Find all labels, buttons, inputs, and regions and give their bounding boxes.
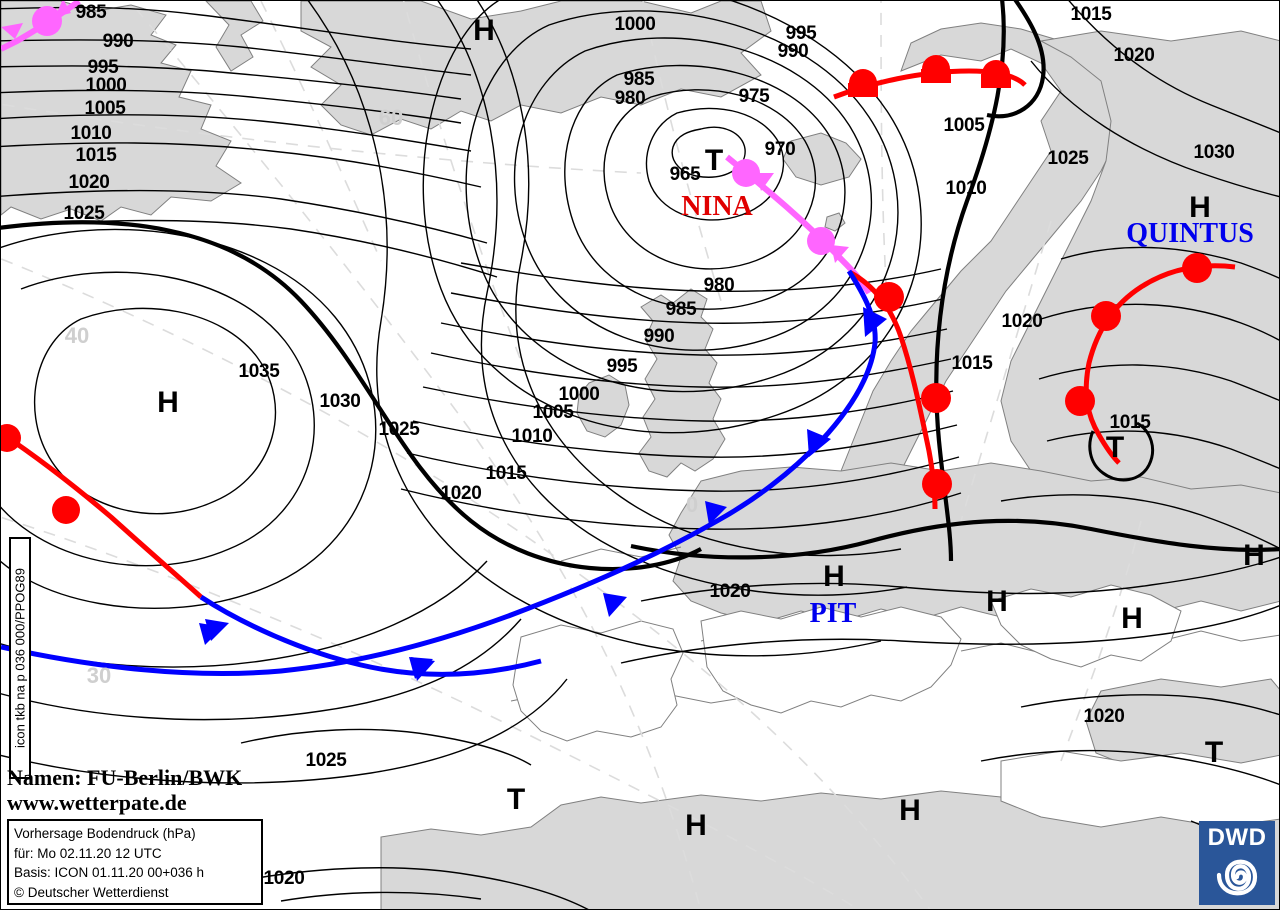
isobar-label: 1015 [1109, 412, 1151, 433]
dwd-logo: DWD [1199, 821, 1275, 905]
isobar-label: 990 [102, 31, 134, 52]
isobar-label: 995 [606, 356, 638, 377]
isobar-label: 1025 [63, 203, 105, 224]
isobar-label: 1000 [85, 75, 127, 96]
isobar-label: 1020 [709, 581, 751, 602]
graticule-label: 40 [64, 323, 90, 348]
isobar-label: 1030 [319, 391, 361, 412]
isobar-label: 1020 [1113, 45, 1155, 66]
low-pressure-symbol: T [704, 144, 724, 177]
isobar-label: 1030 [1193, 142, 1235, 163]
high-pressure-symbol: H [1121, 602, 1143, 635]
warm-front-atlantic-north [833, 55, 1027, 100]
low-pressure-symbol: T [1204, 736, 1224, 769]
isobar-label: 980 [614, 88, 646, 109]
high-pressure-symbol: H [473, 14, 495, 47]
isobar-label: 1015 [485, 463, 527, 484]
isobar-label: 1005 [84, 98, 126, 119]
isobar-label: 1025 [378, 419, 420, 440]
cold-front-atlantic [1, 269, 887, 679]
graticule-label: 60 [378, 105, 404, 130]
isobar-label: 985 [665, 299, 697, 320]
isobar-label: 1015 [75, 145, 117, 166]
legend-valid-time: für: Mo 02.11.20 12 UTC [14, 845, 162, 861]
credits-names: Namen: FU-Berlin/BWK [7, 765, 243, 790]
isobar-label: 1010 [511, 426, 553, 447]
isobar-label: 1020 [440, 483, 482, 504]
product-code-box: icon tkb na p 036 000/PPOG89 [9, 537, 31, 779]
isobar-label: 980 [703, 275, 735, 296]
legend-box: Vorhersage Bodendruck (hPa) für: Mo 02.1… [7, 819, 263, 905]
isobar-label: 990 [777, 41, 809, 62]
legend-copyright: © Deutscher Wetterdienst [14, 884, 169, 900]
low-ring-blacksea [1088, 421, 1154, 482]
isobar-label: 985 [75, 2, 107, 23]
isobar-label: 1020 [1001, 311, 1043, 332]
storm-name-label: NINA [681, 191, 753, 222]
isobar-label: 1025 [305, 750, 347, 771]
isobar-label: 1015 [1070, 4, 1112, 25]
graticule-label: 30 [86, 663, 112, 688]
storm-name-label: QUINTUS [1126, 218, 1254, 249]
isobar-label: 1025 [1047, 148, 1089, 169]
isobar-label: 995 [785, 23, 817, 44]
credits-website: www.wetterpate.de [7, 790, 187, 816]
isobar-label: 1005 [943, 115, 985, 136]
high-pressure-symbol: H [1243, 539, 1265, 572]
low-pressure-symbol: T [506, 783, 526, 816]
isobar-label: 1035 [238, 361, 280, 382]
dwd-logo-text: DWD [1207, 824, 1267, 851]
product-code-text: icon tkb na p 036 000/PPOG89 [12, 568, 28, 748]
high-pressure-symbol: H [1189, 191, 1211, 224]
high-pressure-symbol: H [157, 386, 179, 419]
dwd-spiral-icon [1216, 859, 1258, 896]
occluded-front-nina [725, 154, 872, 295]
isobar-label: 1020 [1083, 706, 1125, 727]
isobar-label: 1015 [951, 353, 993, 374]
isobar-label: 1020 [68, 172, 110, 193]
legend-title: Vorhersage Bodendruck (hPa) [14, 826, 196, 841]
high-pressure-symbol: H [685, 809, 707, 842]
warm-front-atlantic-west [1, 424, 542, 681]
isobar-label: 990 [643, 326, 675, 347]
isobar-label: 1020 [263, 868, 305, 889]
high-pressure-symbol: H [899, 794, 921, 827]
isobar-label: 1005 [532, 402, 574, 423]
isobar-label: 1000 [614, 14, 656, 35]
credits-block: Namen: FU-Berlin/BWK www.wetterpate.de [7, 765, 242, 816]
isobar-label: 1010 [70, 123, 112, 144]
isobar-label: 1010 [945, 178, 987, 199]
isobar-label: 995 [87, 57, 119, 78]
isobar-label: 965 [669, 164, 701, 185]
isobar-label: 1000 [558, 384, 600, 405]
landmass-white-group [512, 584, 1279, 828]
high-pressure-symbol: H [823, 560, 845, 593]
warm-front-norway [849, 270, 952, 510]
graticule-label: 0 [685, 492, 699, 517]
high-pressure-symbol: H [986, 585, 1008, 618]
isobar-label: 970 [764, 139, 796, 160]
isobar-label: 975 [738, 86, 770, 107]
low-pressure-symbol: T [1105, 431, 1125, 464]
legend-basis: Basis: ICON 01.11.20 00+036 h [14, 865, 204, 881]
warm-front-east [1065, 253, 1236, 465]
occluded-front-nw [1, 1, 81, 52]
isobar-label: 985 [623, 69, 655, 90]
storm-name-label: PIT [809, 598, 857, 629]
